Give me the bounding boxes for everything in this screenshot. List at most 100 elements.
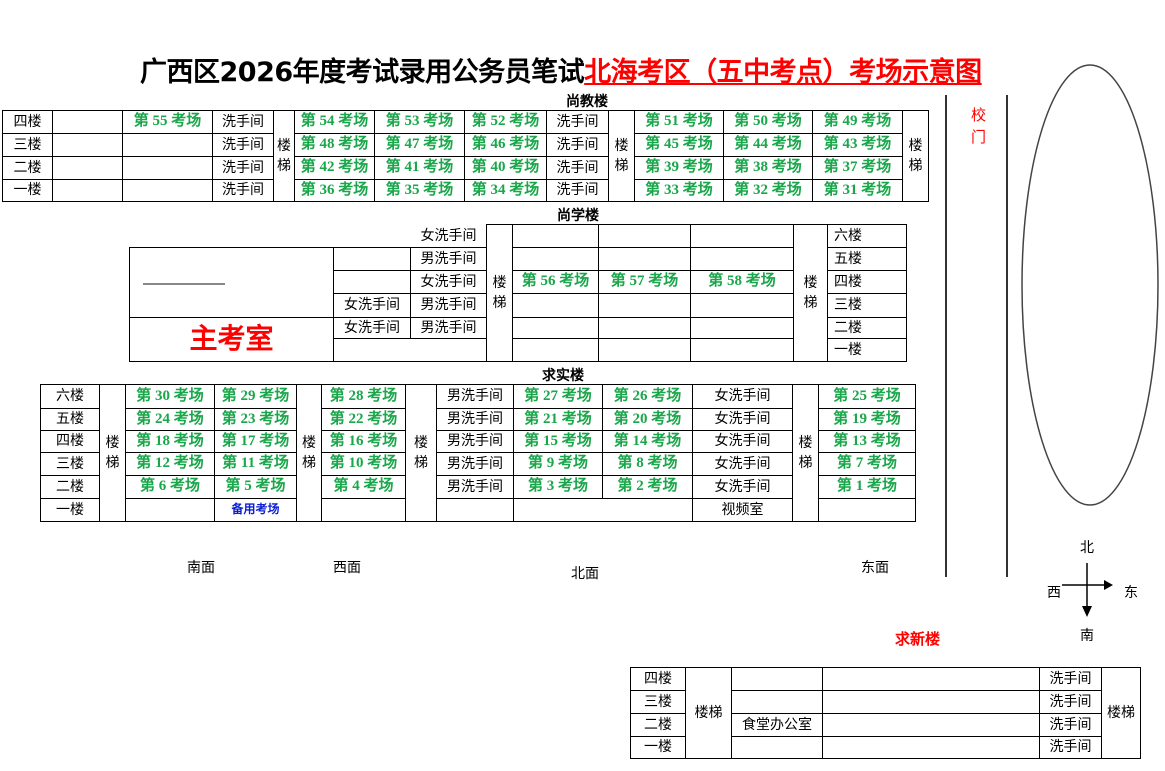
compass-east: 东 (1124, 585, 1138, 601)
restroom: 洗手间 (546, 179, 609, 202)
exam-room: 第 10 考场 (321, 452, 406, 476)
exam-room (598, 224, 691, 248)
floor-label: 五楼 (827, 247, 907, 271)
exam-room: 第 33 考场 (634, 179, 724, 202)
exam-room: 第 48 考场 (294, 133, 375, 157)
restroom: 洗手间 (1039, 736, 1102, 759)
page-title: 广西区2026年度考试录用公务员笔试北海考区（五中考点）考场示意图 (140, 50, 982, 89)
stairs: 楼梯 (608, 110, 635, 202)
restroom: 女洗手间 (692, 430, 793, 453)
exam-room (690, 317, 794, 339)
exam-room: 第 25 考场 (818, 384, 916, 409)
restroom: 女洗手间 (410, 270, 487, 294)
building-label-shangjiao: 尚教楼 (566, 94, 608, 110)
side-south: 南面 (187, 560, 215, 576)
empty-cell (52, 156, 123, 180)
exam-room: 第 57 考场 (598, 270, 691, 294)
exam-room: 第 35 考场 (374, 179, 465, 202)
exam-room: 第 12 考场 (125, 452, 215, 476)
floor-label: 五楼 (40, 408, 100, 431)
restroom: 男洗手间 (436, 384, 514, 409)
exam-room (512, 338, 599, 362)
exam-room: 第 27 考场 (513, 384, 603, 409)
exam-room: 第 3 考场 (513, 475, 603, 499)
stairs: 楼梯 (486, 224, 513, 362)
empty-cell (822, 736, 1040, 759)
restroom: 洗手间 (1039, 713, 1102, 737)
floor-label: 三楼 (827, 293, 907, 318)
restroom: 女洗手间 (692, 408, 793, 431)
exam-room (690, 338, 794, 362)
exam-room: 第 52 考场 (464, 110, 547, 134)
exam-room: 第 50 考场 (723, 110, 813, 134)
restroom (333, 247, 411, 271)
restroom: 男洗手间 (436, 452, 514, 476)
compass-west: 西 (1047, 585, 1061, 601)
restroom: 洗手间 (212, 179, 274, 202)
exam-room: 第 56 考场 (512, 270, 599, 294)
office (731, 690, 823, 714)
empty-cell (822, 690, 1040, 714)
floor-label: 四楼 (630, 667, 686, 691)
restroom: 女洗手间 (333, 317, 411, 339)
exam-room: 第 28 考场 (321, 384, 406, 409)
exam-room: 第 8 考场 (602, 452, 693, 476)
exam-room: 第 45 考场 (634, 133, 724, 157)
side-north: 北面 (571, 566, 599, 582)
compass-south: 南 (1080, 628, 1094, 644)
exam-room (598, 247, 691, 271)
empty-cell (52, 179, 123, 202)
floor-label: 三楼 (40, 452, 100, 476)
floor-label: 六楼 (40, 384, 100, 409)
exam-room: 第 34 考场 (464, 179, 547, 202)
exam-room: 第 55 考场 (122, 110, 213, 134)
exam-room: 第 54 考场 (294, 110, 375, 134)
exam-room (598, 293, 691, 318)
floor-label: 四楼 (40, 430, 100, 453)
exam-room: 第 7 考场 (818, 452, 916, 476)
stairs: 楼梯 (902, 110, 929, 202)
restroom: 男洗手间 (410, 317, 487, 339)
floor-label: 二楼 (2, 156, 53, 180)
side-west: 西面 (333, 560, 361, 576)
floor-label: 四楼 (2, 110, 53, 134)
floor-label: 一楼 (630, 736, 686, 759)
floor-label: 六楼 (827, 224, 907, 248)
stairs: 楼梯 (296, 384, 322, 522)
exam-room: 第 39 考场 (634, 156, 724, 180)
stairs: 楼梯 (99, 384, 126, 522)
exam-room: 第 19 考场 (818, 408, 916, 431)
exam-room: 第 46 考场 (464, 133, 547, 157)
floor-label: 二楼 (827, 317, 907, 339)
exam-room (512, 224, 599, 248)
empty-cell (818, 498, 916, 522)
compass-arrows (1062, 563, 1113, 617)
exam-room (690, 247, 794, 271)
restroom: 洗手间 (212, 133, 274, 157)
exam-room (512, 317, 599, 339)
restroom (333, 270, 411, 294)
exam-room: 第 31 考场 (812, 179, 903, 202)
exam-room (598, 338, 691, 362)
office: 食堂办公室 (731, 713, 823, 737)
exam-room (512, 247, 599, 271)
exam-room: 第 13 考场 (818, 430, 916, 453)
exam-room: 第 51 考场 (634, 110, 724, 134)
exam-room (690, 293, 794, 318)
school-gate-label: 校门 (971, 106, 987, 146)
exam-room: 第 30 考场 (125, 384, 215, 409)
title-black: 广西区2026年度考试录用公务员笔试 (140, 57, 585, 88)
exam-room: 第 49 考场 (812, 110, 903, 134)
empty-cell (822, 713, 1040, 737)
exam-room: 第 5 考场 (214, 475, 297, 499)
restroom: 男洗手间 (410, 293, 487, 318)
exam-room: 第 40 考场 (464, 156, 547, 180)
exam-room: 第 14 考场 (602, 430, 693, 453)
head-exam-office: 主考室 (129, 317, 334, 362)
floor-label: 一楼 (2, 179, 53, 202)
empty-cell (822, 667, 1040, 691)
restroom: 男洗手间 (436, 430, 514, 453)
restroom: 洗手间 (546, 156, 609, 180)
exam-room: 第 29 考场 (214, 384, 297, 409)
exam-room: 第 37 考场 (812, 156, 903, 180)
